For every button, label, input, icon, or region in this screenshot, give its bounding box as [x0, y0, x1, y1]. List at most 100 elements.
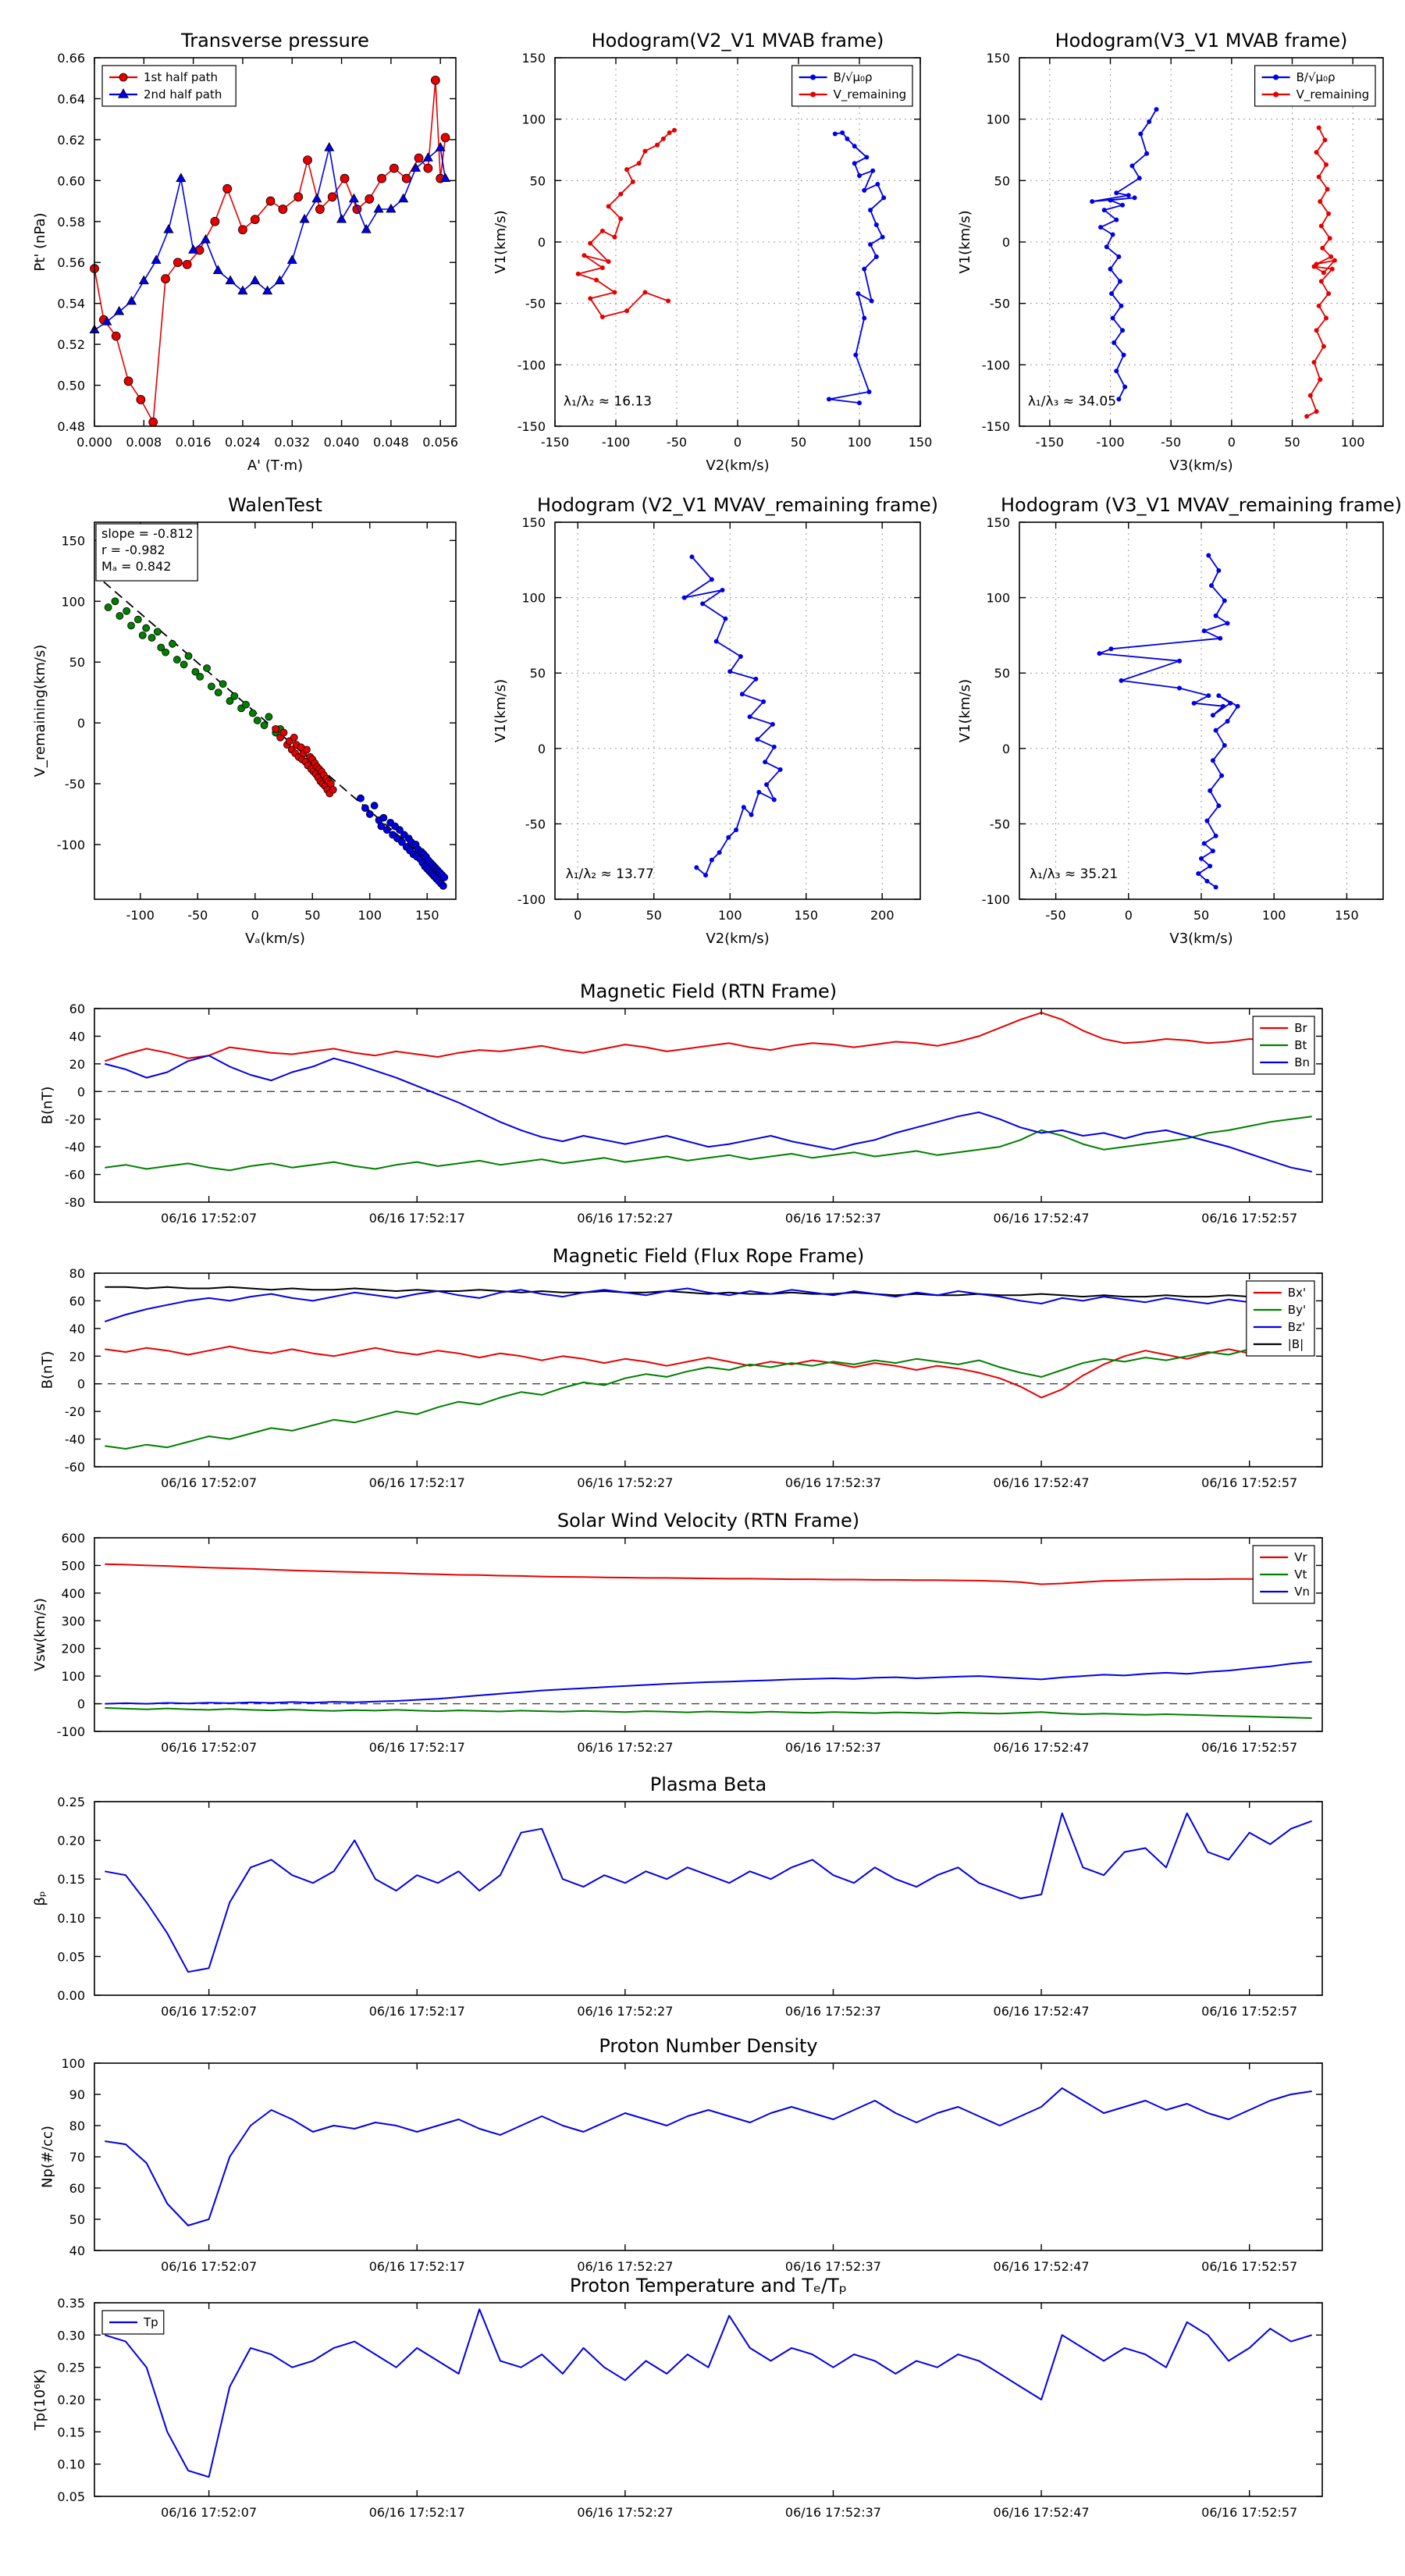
x-tick-label: 0 — [1125, 908, 1133, 923]
x-tick-label: 06/16 17:52:27 — [577, 2004, 673, 2019]
y-tick-label: 50 — [530, 666, 546, 681]
chart-title: Solar Wind Velocity (RTN Frame) — [557, 1510, 859, 1532]
annotation: λ₁/λ₂ ≈ 16.13 — [564, 393, 652, 409]
y-tick-label: 0.54 — [57, 297, 85, 311]
x-tick-label: 06/16 17:52:37 — [785, 1740, 881, 1755]
y-tick-label: 0.25 — [57, 2361, 85, 2375]
y-tick-label: 50 — [530, 173, 546, 188]
x-tick-label: 06/16 17:52:47 — [994, 1475, 1090, 1490]
x-tick-label: 0.016 — [176, 435, 212, 450]
x-tick-label: 100 — [848, 435, 872, 450]
y-tick-label: 0.30 — [57, 2328, 85, 2343]
annotation: λ₁/λ₃ ≈ 35.21 — [1030, 866, 1118, 882]
legend-label: V_remaining — [834, 87, 907, 102]
x-tick-label: 06/16 17:52:07 — [161, 1475, 257, 1490]
x-tick-label: 0 — [1228, 435, 1236, 450]
chart-title: Proton Number Density — [599, 2035, 817, 2057]
y-tick-label: 0 — [77, 716, 85, 731]
legend-label: B/√μ₀ρ — [834, 70, 873, 84]
stats-line: Mₐ = 0.842 — [101, 559, 171, 574]
chart-plasma-beta: 06/16 17:52:07 06/16 17:52:17 06/16 17:52:… — [32, 1774, 1323, 2019]
chart-title: Magnetic Field (RTN Frame) — [580, 980, 837, 1002]
y-tick-label: -40 — [65, 1140, 85, 1155]
x-axis-label: V2(km/s) — [706, 930, 769, 947]
y-tick-label: 100 — [986, 112, 1010, 127]
x-tick-label: 06/16 17:52:57 — [1201, 1740, 1297, 1755]
x-tick-label: 06/16 17:52:57 — [1201, 2004, 1297, 2019]
y-tick-label: -20 — [65, 1112, 85, 1127]
y-tick-label: 0.60 — [57, 173, 85, 188]
x-tick-label: 150 — [909, 435, 933, 450]
y-tick-label: 0.05 — [57, 1949, 85, 1964]
y-axis-label: B(nT) — [40, 1351, 56, 1389]
y-tick-label: -50 — [990, 817, 1010, 831]
x-tick-label: -100 — [126, 908, 155, 923]
legend: B/√μ₀ρ V_remaining — [1254, 65, 1376, 107]
x-axis-label: V2(km/s) — [706, 457, 769, 474]
y-tick-label: -100 — [57, 1724, 85, 1739]
chart-title: Hodogram(V3_V1 MVAB frame) — [1055, 30, 1348, 52]
x-tick-label: 06/16 17:52:07 — [161, 2505, 257, 2520]
chart-magnetic-field-flux-rope: 06/16 17:52:07 06/16 17:52:17 06/16 17:52:… — [40, 1245, 1323, 1490]
x-axis-label: V3(km/s) — [1169, 930, 1232, 947]
legend: Tp — [101, 2310, 165, 2335]
y-tick-label: -40 — [65, 1432, 85, 1447]
legend-label: Br — [1294, 1021, 1307, 1035]
x-tick-label: 0.008 — [126, 435, 162, 450]
y-tick-label: 90 — [69, 2087, 85, 2102]
y-tick-label: 0 — [1002, 742, 1010, 756]
y-tick-label: 0.20 — [57, 1834, 85, 1848]
chart-proton-temperature: 06/16 17:52:07 06/16 17:52:17 06/16 17:52:… — [32, 2275, 1323, 2520]
legend-label: By' — [1288, 1303, 1306, 1317]
y-tick-label: 0.50 — [57, 379, 85, 393]
y-tick-label: 20 — [69, 1349, 85, 1364]
x-tick-label: 50 — [304, 908, 320, 923]
x-tick-label: 0.032 — [274, 435, 310, 450]
y-tick-label: 0.00 — [57, 1988, 85, 2003]
x-tick-label: 06/16 17:52:17 — [369, 1211, 465, 1226]
legend-label: 2nd half path — [144, 87, 222, 101]
y-tick-label: 50 — [994, 666, 1010, 681]
legend-label: Bt — [1294, 1038, 1307, 1052]
legend-label: Vn — [1294, 1585, 1310, 1599]
y-tick-label: 60 — [69, 1002, 85, 1016]
x-tick-label: 06/16 17:52:37 — [785, 2004, 881, 2019]
legend-label: |B| — [1288, 1337, 1304, 1351]
x-tick-label: 06/16 17:52:27 — [577, 1475, 673, 1490]
x-tick-label: 06/16 17:52:17 — [369, 2259, 465, 2274]
x-tick-label: 0.040 — [324, 435, 360, 450]
legend: Vr Vt Vn — [1252, 1545, 1315, 1604]
chart-title: Hodogram (V2_V1 MVAV_remaining frame) — [537, 494, 938, 516]
x-tick-label: 06/16 17:52:07 — [161, 1211, 257, 1226]
y-tick-label: -50 — [990, 297, 1010, 311]
legend-label: Tp — [143, 2315, 158, 2329]
x-tick-label: 06/16 17:52:47 — [994, 2259, 1090, 2274]
y-tick-label: 0.05 — [57, 2489, 85, 2504]
y-tick-label: 70 — [69, 2150, 85, 2165]
y-tick-label: 0.64 — [57, 91, 85, 106]
x-tick-label: 06/16 17:52:57 — [1201, 2505, 1297, 2520]
y-tick-label: 50 — [69, 655, 85, 670]
y-tick-label: -50 — [525, 297, 546, 311]
x-tick-label: 06/16 17:52:47 — [994, 2505, 1090, 2520]
x-tick-label: -150 — [541, 435, 569, 450]
y-tick-label: 0 — [538, 742, 546, 756]
x-tick-label: 06/16 17:52:57 — [1201, 1475, 1297, 1490]
y-tick-label: 0.15 — [57, 1872, 85, 1887]
y-tick-label: -50 — [525, 817, 546, 831]
x-tick-label: 06/16 17:52:47 — [994, 2004, 1090, 2019]
x-tick-label: 06/16 17:52:47 — [994, 1211, 1090, 1226]
x-tick-label: 0.024 — [225, 435, 261, 450]
x-tick-label: 50 — [1193, 908, 1209, 923]
y-tick-label: 0.62 — [57, 133, 85, 148]
y-tick-label: 150 — [61, 533, 85, 548]
y-tick-label: 150 — [521, 51, 546, 66]
y-tick-label: 0 — [77, 1377, 85, 1392]
x-tick-label: 06/16 17:52:17 — [369, 2505, 465, 2520]
y-tick-label: 0.48 — [57, 419, 85, 434]
y-tick-label: 400 — [61, 1586, 85, 1601]
chart-title: Magnetic Field (Flux Rope Frame) — [553, 1245, 864, 1267]
x-tick-label: 06/16 17:52:47 — [994, 1740, 1090, 1755]
x-tick-label: -100 — [1096, 435, 1124, 450]
y-tick-label: 100 — [521, 591, 546, 606]
